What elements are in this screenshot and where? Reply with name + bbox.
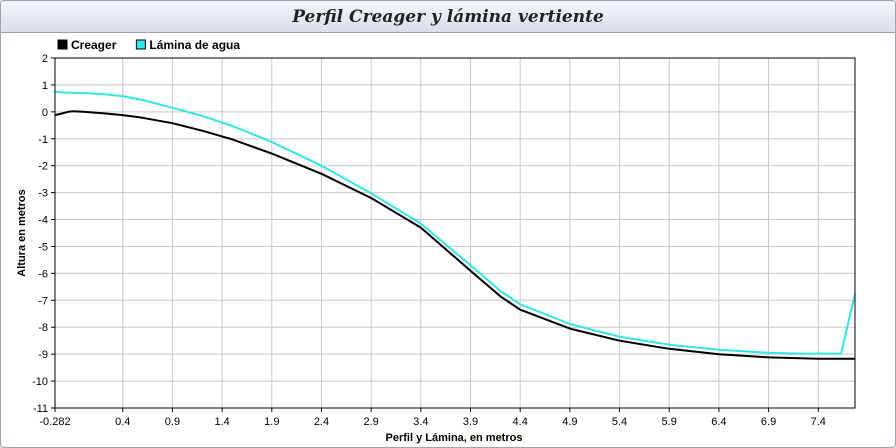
y-tick-label: -7 <box>38 295 48 307</box>
legend-swatch <box>57 39 68 50</box>
chart-title: Perfil Creager y lámina vertiente <box>292 6 604 27</box>
plot-border <box>54 57 856 409</box>
x-tick-label: -0.282 <box>39 416 70 428</box>
y-tick-label: -6 <box>38 268 48 280</box>
x-tick-label: 6.4 <box>711 416 726 428</box>
y-tick-label: -9 <box>38 349 48 361</box>
legend-swatch <box>135 39 146 50</box>
legend: Creager Lámina de agua <box>57 38 240 52</box>
series-lines <box>54 90 856 360</box>
y-tick-label: -5 <box>38 241 48 253</box>
y-tick-label: 2 <box>42 53 48 65</box>
x-tick-label: 4.4 <box>513 416 528 428</box>
x-tick-label: 1.9 <box>264 416 279 428</box>
title-bar: Perfil Creager y lámina vertiente <box>1 1 895 33</box>
y-tick-label: 0 <box>42 107 48 119</box>
legend-label: Lámina de agua <box>149 38 240 52</box>
x-tick-label: 2.4 <box>314 416 329 428</box>
y-tick-label: -2 <box>38 161 48 173</box>
x-tick-label: 6.9 <box>761 416 776 428</box>
x-tick-label: 3.4 <box>413 416 428 428</box>
x-tick-label: 2.9 <box>363 416 378 428</box>
y-tick-label: -1 <box>38 134 48 146</box>
series-line-lamina <box>54 90 856 355</box>
x-tick-label: 0.9 <box>165 416 180 428</box>
x-tick-label: 0.4 <box>115 416 130 428</box>
y-tick-label: -4 <box>38 215 48 227</box>
x-ticks: -0.282 0.4 0.9 1.4 1.9 2.4 2.9 3.4 3.9 4.4 4.9 5.4 5… <box>39 408 826 428</box>
y-tick-label: -3 <box>38 188 48 200</box>
y-tick-label: -8 <box>38 322 48 334</box>
x-tick-label: 4.9 <box>562 416 577 428</box>
y-ticks: 2 1 0 -1 -2 -3 -4 -5 -6 -7 -8 -9 -10 -11 <box>32 53 55 415</box>
y-tick-label: -10 <box>32 376 48 388</box>
series-line-creager <box>54 110 855 360</box>
x-axis-label: Perfil y Lámina, en metros <box>386 432 523 444</box>
y-tick-label: 1 <box>42 80 48 92</box>
x-tick-label: 3.9 <box>463 416 478 428</box>
legend-label: Creager <box>71 38 117 52</box>
x-tick-label: 7.4 <box>811 416 826 428</box>
x-tick-label: 5.4 <box>612 416 627 428</box>
y-axis-label: Altura en metros <box>16 189 28 276</box>
y-tick-label: -11 <box>33 403 48 415</box>
x-tick-label: 5.9 <box>662 416 677 428</box>
x-tick-label: 1.4 <box>214 416 229 428</box>
